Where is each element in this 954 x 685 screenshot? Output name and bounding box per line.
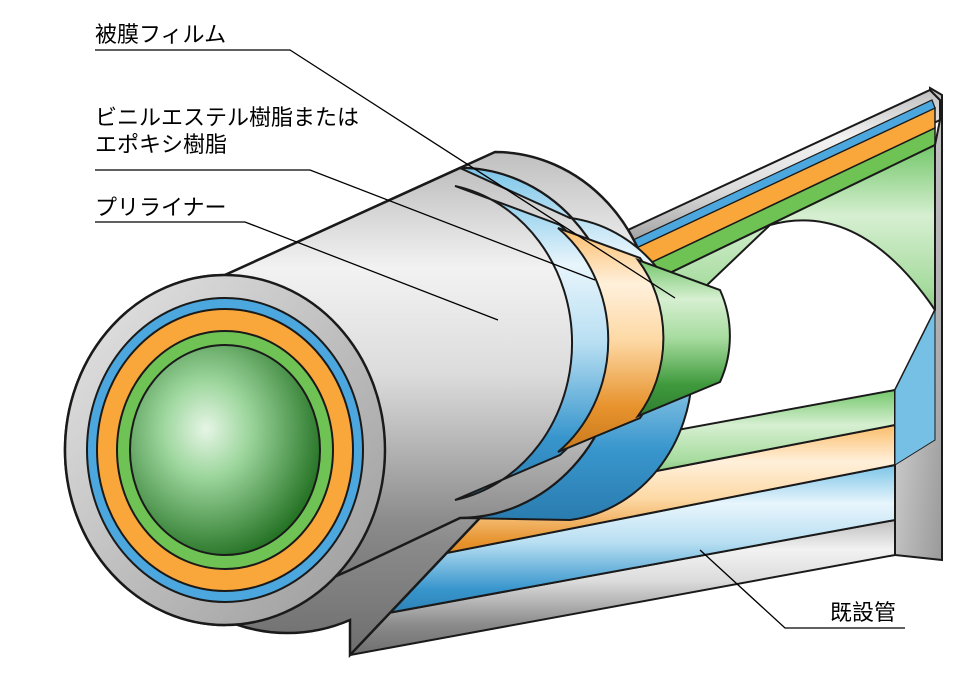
label-existing-pipe: 既設管 [830, 600, 896, 625]
label-preliner: プリライナー [95, 195, 227, 220]
front-face [65, 275, 385, 625]
pipe-diagram: 被膜フィルム ビニルエステル樹脂または エポキシ樹脂 プリライナー 既設管 [0, 0, 954, 685]
label-resin-2: エポキシ樹脂 [95, 132, 227, 157]
label-coating-film: 被膜フィルム [95, 22, 226, 47]
label-resin-1: ビニルエステル樹脂または [95, 105, 359, 130]
